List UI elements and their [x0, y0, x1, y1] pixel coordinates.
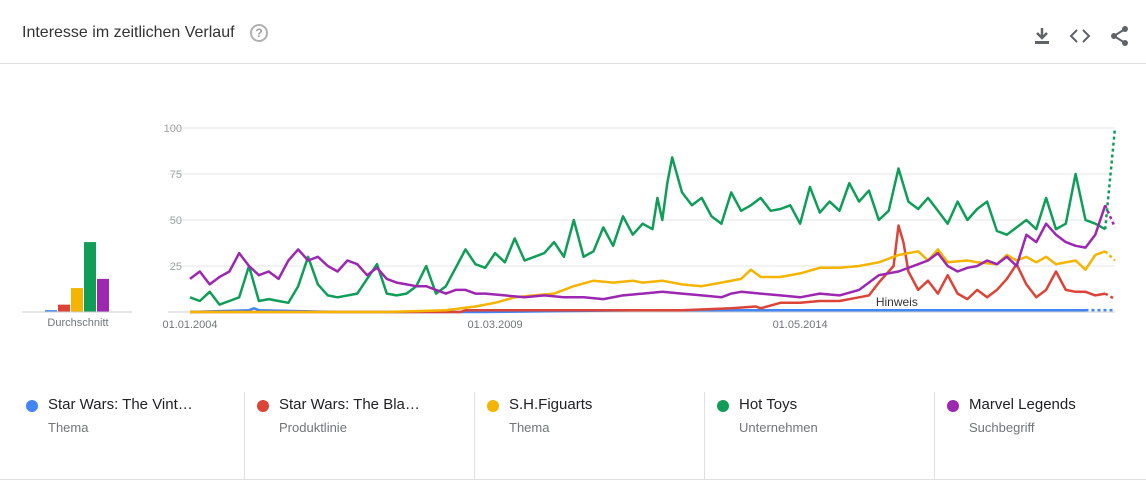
legend-dot [487, 400, 499, 412]
y-tick-label: 50 [170, 215, 182, 227]
average-label: Durchschnitt [47, 317, 108, 329]
legend-item-name: Hot Toys [739, 396, 798, 413]
legend-item-category: Thema [48, 420, 89, 435]
legend-item-name: S.H.Figuarts [509, 396, 593, 413]
average-bar [58, 304, 70, 312]
average-bar [45, 310, 57, 312]
series-partial-segment [1104, 250, 1116, 262]
legend: Star Wars: The Vint… Thema Star Wars: Th… [0, 392, 1146, 480]
legend-item-category: Suchbegriff [969, 420, 1035, 435]
legend-item-category: Unternehmen [739, 420, 818, 435]
legend-item-sh-figuarts[interactable]: S.H.Figuarts Thema [474, 392, 704, 480]
chart-title: Interesse im zeitlichen Verlauf [22, 24, 235, 41]
help-icon[interactable]: ? [250, 24, 268, 42]
code-embed-icon[interactable] [1068, 24, 1092, 48]
chart-header: Interesse im zeitlichen Verlauf ? [0, 0, 1146, 64]
legend-item-star-wars-vintage[interactable]: Star Wars: The Vint… Thema [14, 392, 244, 480]
legend-item-name: Star Wars: The Vint… [48, 396, 193, 413]
series-line [189, 307, 1086, 314]
legend-item-category: Thema [509, 420, 550, 435]
series-line [189, 204, 1107, 301]
download-icon[interactable] [1030, 24, 1054, 48]
y-tick-label: 100 [164, 123, 182, 135]
note-label: Hinweis [876, 295, 918, 309]
series-partial-segment [1103, 127, 1117, 230]
legend-item-marvel-legends[interactable]: Marvel Legends Suchbegriff [934, 392, 1146, 480]
x-tick-label: 01.03.2009 [468, 319, 523, 331]
average-bar [71, 288, 83, 312]
legend-item-star-wars-black[interactable]: Star Wars: The Bla… Produktlinie [244, 392, 474, 480]
series-line [189, 156, 1106, 306]
legend-dot [257, 400, 269, 412]
legend-item-name: Marvel Legends [969, 396, 1076, 413]
average-bar [84, 242, 96, 312]
series-line [190, 248, 1106, 314]
legend-item-name: Star Wars: The Bla… [279, 396, 420, 413]
series-partial-segment [1104, 204, 1117, 228]
legend-item-category: Produktlinie [279, 420, 347, 435]
interest-chart: 100 75 50 25 01.01.2004 01.03.2009 01.05.2014 H… [22, 123, 1117, 331]
x-tick-label: 01.05.2014 [773, 319, 828, 331]
share-icon[interactable] [1108, 24, 1132, 48]
average-bar [97, 278, 109, 312]
legend-dot [717, 400, 729, 412]
y-tick-label: 75 [170, 169, 182, 181]
legend-item-hot-toys[interactable]: Hot Toys Unternehmen [704, 392, 934, 480]
legend-dot [26, 400, 38, 412]
series-line [190, 224, 1106, 314]
y-tick-label: 25 [170, 261, 182, 273]
series-partial-segment [1104, 292, 1116, 301]
x-tick-label: 01.01.2004 [162, 319, 217, 331]
legend-dot [947, 400, 959, 412]
